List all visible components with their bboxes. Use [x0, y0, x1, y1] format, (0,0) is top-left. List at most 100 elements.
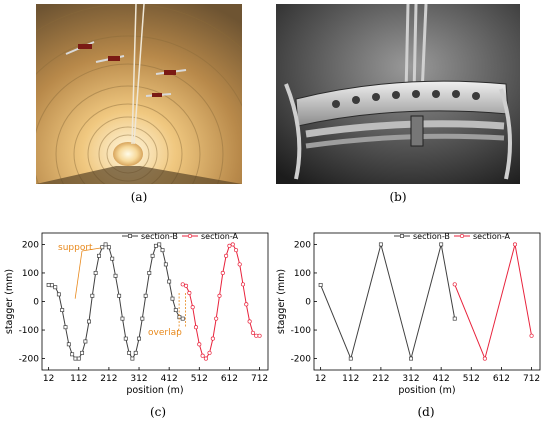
data-point-section-B — [83, 339, 88, 344]
data-point-section-A — [193, 325, 199, 330]
data-point-section-B — [73, 356, 78, 361]
data-point-section-B — [133, 350, 138, 355]
data-point-section-B — [103, 242, 108, 247]
data-point-section-A — [183, 283, 189, 288]
data-point-section-A — [180, 282, 185, 287]
data-point-section-B — [100, 245, 105, 250]
x-tick-label: 412 — [433, 374, 450, 384]
x-tick-label: 212 — [100, 374, 117, 384]
data-point-section-B — [80, 350, 85, 355]
data-point-section-B — [110, 256, 115, 261]
data-point-section-B — [46, 282, 51, 287]
annotation-arrow — [74, 250, 83, 299]
data-point-section-B — [167, 279, 172, 284]
y-axis-label: stagger (mm) — [4, 269, 15, 334]
x-tick-label: 712 — [523, 374, 540, 384]
data-point-section-B — [56, 292, 61, 297]
data-point-section-B — [150, 253, 155, 258]
x-tick-label: 312 — [130, 374, 147, 384]
stagger-chart-d: -200 -100 0 100 200 12 112 212 312 412 512 612 712 po… — [276, 232, 541, 396]
annotation-overlap: overlap — [148, 328, 182, 338]
data-point-section-B — [60, 308, 65, 313]
data-point-section-B — [49, 283, 54, 288]
data-point-section-A — [247, 319, 252, 324]
data-point-section-B — [180, 316, 185, 321]
data-point-section-B — [120, 316, 125, 321]
y-tick-label: 0 — [305, 298, 311, 308]
legend-label: section-A — [473, 232, 511, 241]
data-point-section-A — [240, 282, 246, 287]
data-point-section-B — [157, 242, 162, 247]
data-point-section-B — [127, 350, 132, 355]
legend-marker — [187, 233, 193, 239]
legend-label: section-B — [141, 232, 178, 241]
data-point-section-B — [348, 356, 353, 361]
y-tick-label: -200 — [19, 355, 40, 365]
data-point-section-B — [153, 243, 158, 248]
y-axis-label: stagger (mm) — [276, 269, 287, 334]
data-point-section-B — [87, 319, 91, 324]
y-tick-label: 100 — [294, 269, 311, 279]
y-tick-label: -100 — [19, 326, 40, 336]
data-point-section-B — [143, 293, 148, 298]
x-tick-label: 312 — [402, 374, 419, 384]
data-point-section-B — [163, 262, 168, 267]
series-line-section-B — [320, 242, 456, 361]
data-point-section-B — [97, 253, 101, 258]
data-point-section-A — [237, 262, 242, 267]
data-point-section-B — [76, 356, 81, 361]
legend-marker — [459, 233, 465, 239]
data-point-section-A — [452, 282, 457, 287]
data-point-section-B — [170, 296, 175, 301]
data-point-section-A — [214, 316, 219, 321]
data-point-section-A — [217, 293, 222, 298]
data-point-section-A — [254, 333, 259, 338]
data-point-section-A — [512, 242, 518, 247]
data-point-section-B — [70, 352, 75, 357]
data-point-section-B — [378, 242, 383, 247]
x-tick-label: 612 — [493, 374, 510, 384]
y-tick-label: -100 — [291, 326, 312, 336]
data-point-section-A — [227, 243, 232, 248]
data-point-section-A — [482, 356, 487, 361]
plot-frame — [313, 232, 541, 371]
caption-d: (d) — [417, 405, 435, 419]
data-point-section-B — [63, 325, 68, 330]
legend-label: section-A — [201, 232, 239, 241]
data-point-section-B — [439, 242, 444, 247]
caption-a: (a) — [130, 190, 148, 204]
data-point-section-A — [244, 302, 249, 307]
data-point-section-B — [318, 282, 323, 287]
data-point-section-A — [210, 336, 215, 341]
x-tick-label: 112 — [342, 374, 359, 384]
x-tick-label: 12 — [315, 374, 326, 384]
legend-marker — [400, 234, 404, 238]
annotation-support: support — [58, 243, 93, 253]
x-tick-label: 512 — [463, 374, 480, 384]
data-point-section-A — [187, 290, 192, 295]
data-point-section-B — [106, 245, 111, 250]
data-point-section-A — [250, 330, 255, 335]
x-axis-label: position (m) — [398, 385, 455, 396]
data-point-section-B — [53, 285, 58, 290]
x-tick-label: 412 — [161, 374, 178, 384]
data-point-section-B — [173, 308, 178, 313]
annotation-arrow — [177, 328, 180, 332]
data-point-section-A — [190, 305, 195, 310]
y-tick-label: 100 — [22, 269, 39, 279]
x-tick-label: 712 — [251, 374, 268, 384]
data-point-section-A — [234, 248, 239, 253]
data-point-section-B — [409, 356, 413, 361]
x-tick-label: 512 — [191, 374, 208, 384]
data-point-section-B — [113, 273, 118, 278]
legend-marker — [128, 234, 132, 238]
data-point-section-B — [90, 293, 95, 298]
legend-label: section-B — [413, 232, 450, 241]
caption-c: (c) — [149, 405, 167, 419]
data-point-section-B — [160, 248, 165, 253]
y-tick-label: 200 — [22, 240, 39, 250]
x-tick-label: 12 — [43, 374, 54, 384]
data-point-section-A — [230, 242, 235, 247]
data-point-section-B — [123, 336, 128, 341]
data-point-section-B — [147, 271, 152, 275]
